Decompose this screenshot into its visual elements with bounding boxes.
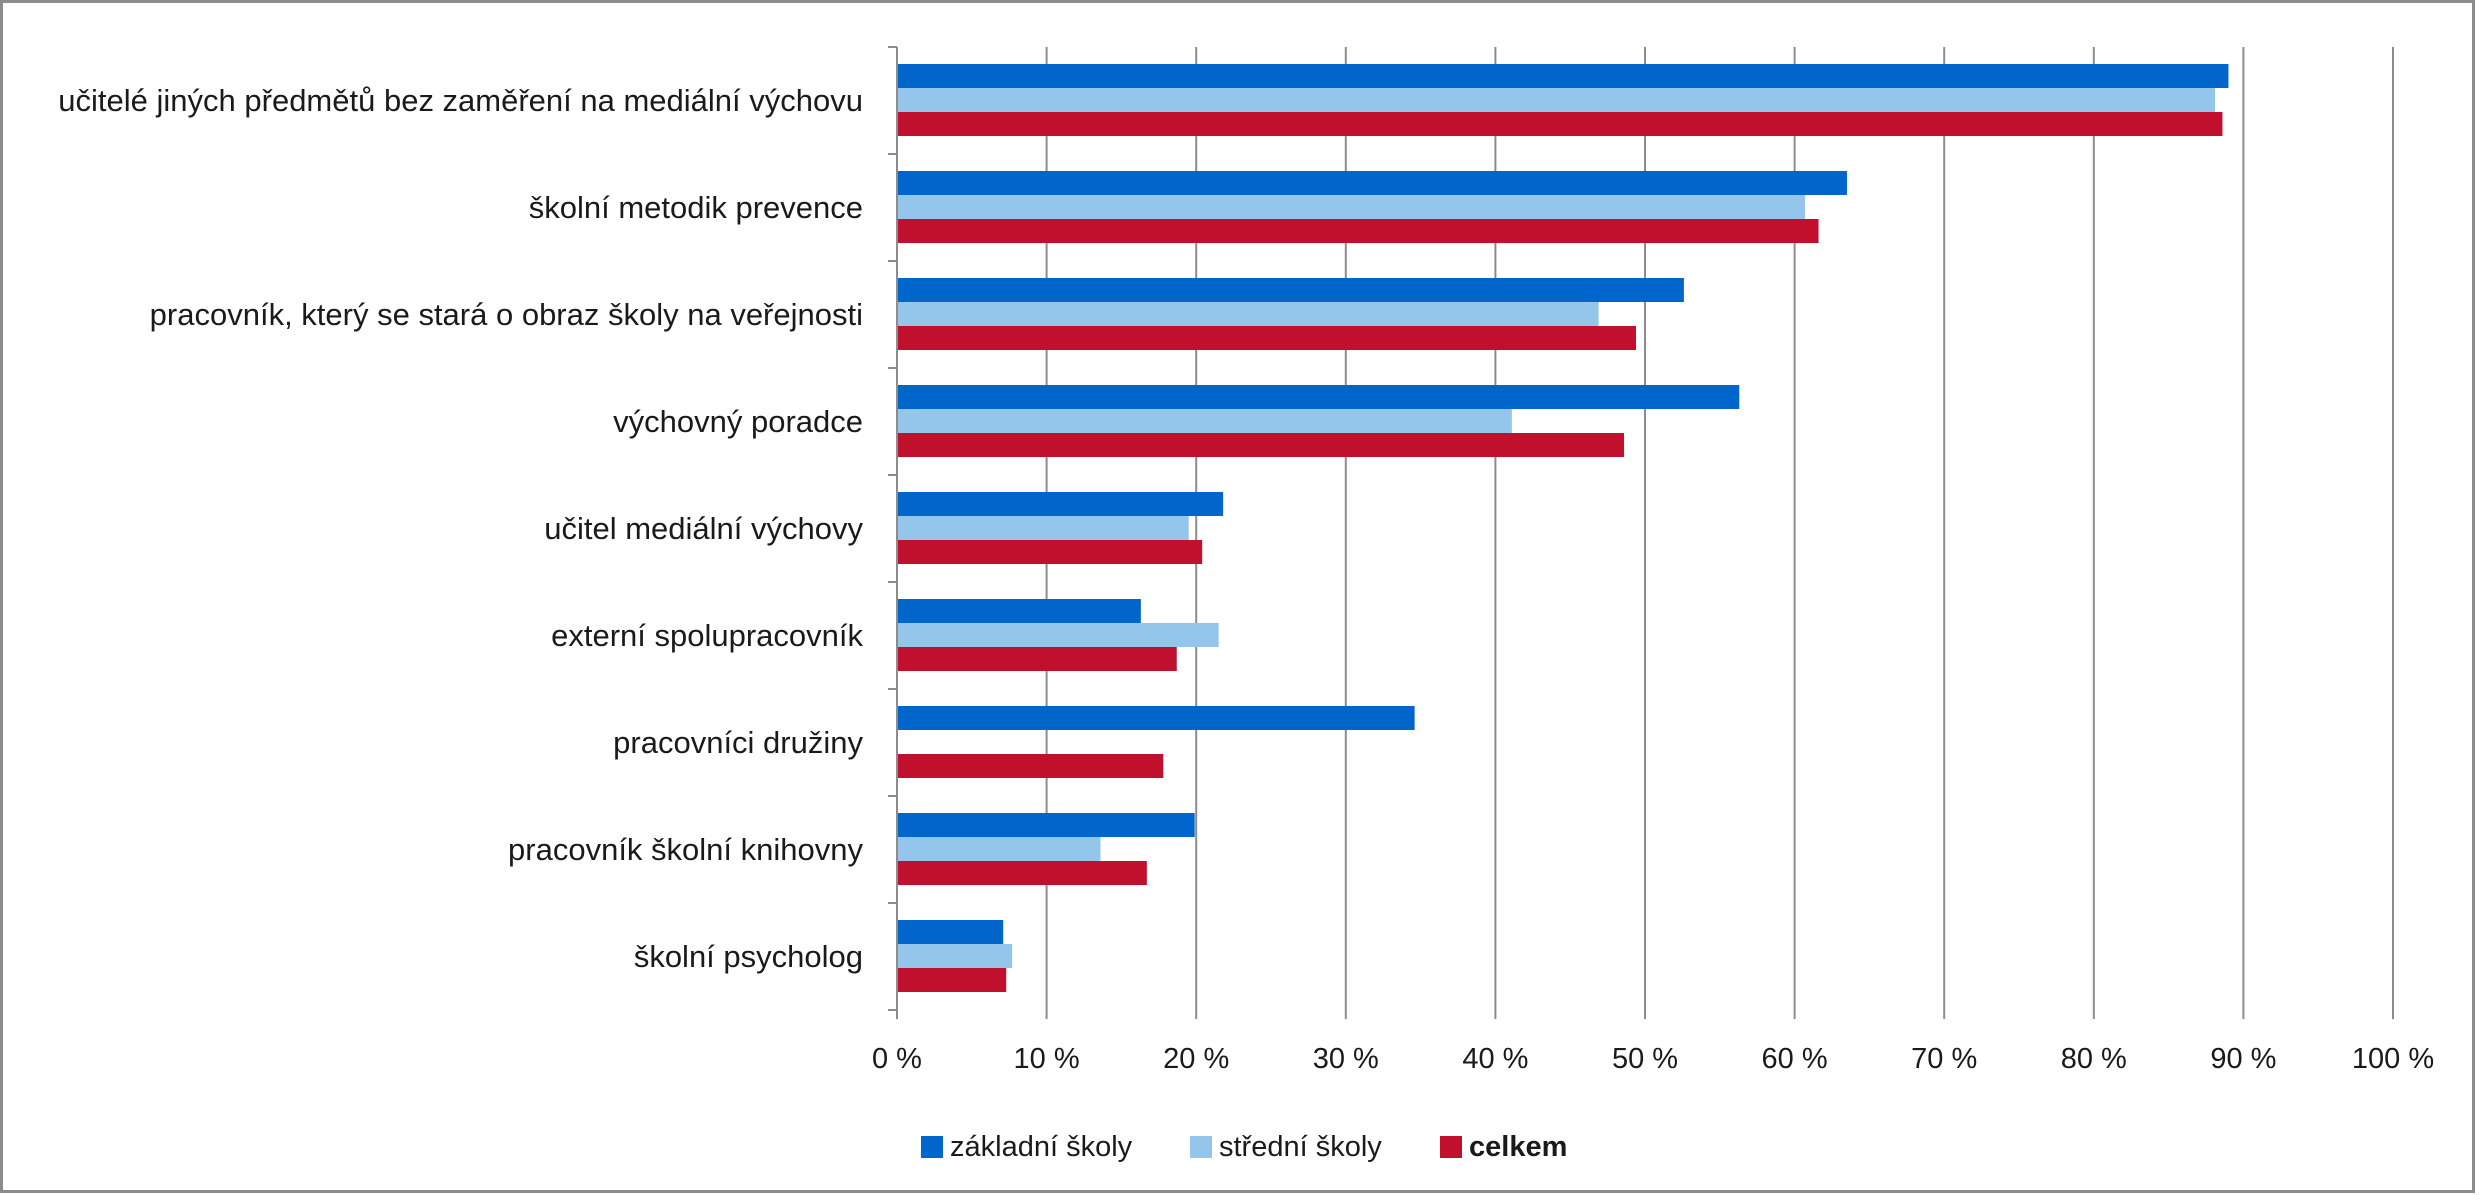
x-tick-label: 20 %	[1163, 1043, 1229, 1075]
bar-celkem	[897, 861, 1147, 885]
bar-stredni	[897, 837, 1101, 861]
bar-celkem	[897, 433, 1625, 457]
category-labels: učitelé jiných předmětů bez zaměření na …	[58, 83, 863, 974]
category-label: pracovníci družiny	[613, 725, 863, 760]
bar-stredni	[897, 516, 1189, 540]
legend-swatch	[1440, 1136, 1462, 1158]
bar-celkem	[897, 219, 1819, 243]
bar-zakladni	[897, 64, 2229, 88]
bar-zakladni	[897, 813, 1195, 837]
category-label: pracovník školní knihovny	[508, 832, 863, 867]
x-tick-label: 60 %	[1762, 1043, 1828, 1075]
category-label: pracovník, který se stará o obraz školy …	[150, 297, 863, 332]
legend-label: celkem	[1469, 1131, 1567, 1163]
x-tick-label: 90 %	[2210, 1043, 2276, 1075]
bar-zakladni	[897, 171, 1847, 195]
category-label: školní psycholog	[634, 939, 863, 974]
x-tick-label: 50 %	[1612, 1043, 1678, 1075]
bar-zakladni	[897, 492, 1224, 516]
x-tick-label: 70 %	[1911, 1043, 1977, 1075]
bar-zakladni	[897, 278, 1684, 302]
legend-label: střední školy	[1219, 1131, 1382, 1163]
bar-zakladni	[897, 599, 1141, 623]
bar-zakladni	[897, 920, 1004, 944]
x-tick-label: 10 %	[1014, 1043, 1080, 1075]
bar-zakladni	[897, 706, 1415, 730]
x-tick-label: 0 %	[872, 1043, 922, 1075]
category-label: učitel mediální výchovy	[544, 511, 863, 546]
axes	[888, 46, 2394, 1019]
x-tick-label: 80 %	[2061, 1043, 2127, 1075]
bar-celkem	[897, 540, 1203, 564]
category-label: školní metodik prevence	[529, 190, 863, 225]
x-tick-label: 40 %	[1462, 1043, 1528, 1075]
legend: základní školy střední školy celkem	[921, 1131, 1567, 1163]
tick-labels: 0 % 10 % 20 % 30 % 40 % 50 % 60 % 70 % 80 % 90 % 1…	[872, 1043, 2434, 1075]
category-label: externí spolupracovník	[551, 618, 863, 653]
bar-stredni	[897, 302, 1599, 326]
bar-celkem	[897, 968, 1007, 992]
bar-celkem	[897, 754, 1164, 778]
category-label: výchovný poradce	[613, 404, 863, 439]
bar-stredni	[897, 409, 1512, 433]
bar-celkem	[897, 647, 1177, 671]
category-label: učitelé jiných předmětů bez zaměření na …	[58, 83, 863, 118]
bar-stredni	[897, 623, 1219, 647]
bar-stredni	[897, 944, 1013, 968]
bar-celkem	[897, 326, 1637, 350]
legend-swatch	[921, 1136, 943, 1158]
bar-stredni	[897, 195, 1806, 219]
x-tick-label: 100 %	[2352, 1043, 2434, 1075]
bar-stredni	[897, 88, 2215, 112]
bars	[897, 64, 2229, 992]
bar-celkem	[897, 112, 2223, 136]
legend-label: základní školy	[950, 1131, 1133, 1163]
bar-zakladni	[897, 385, 1740, 409]
legend-swatch	[1190, 1136, 1212, 1158]
x-tick-label: 30 %	[1313, 1043, 1379, 1075]
